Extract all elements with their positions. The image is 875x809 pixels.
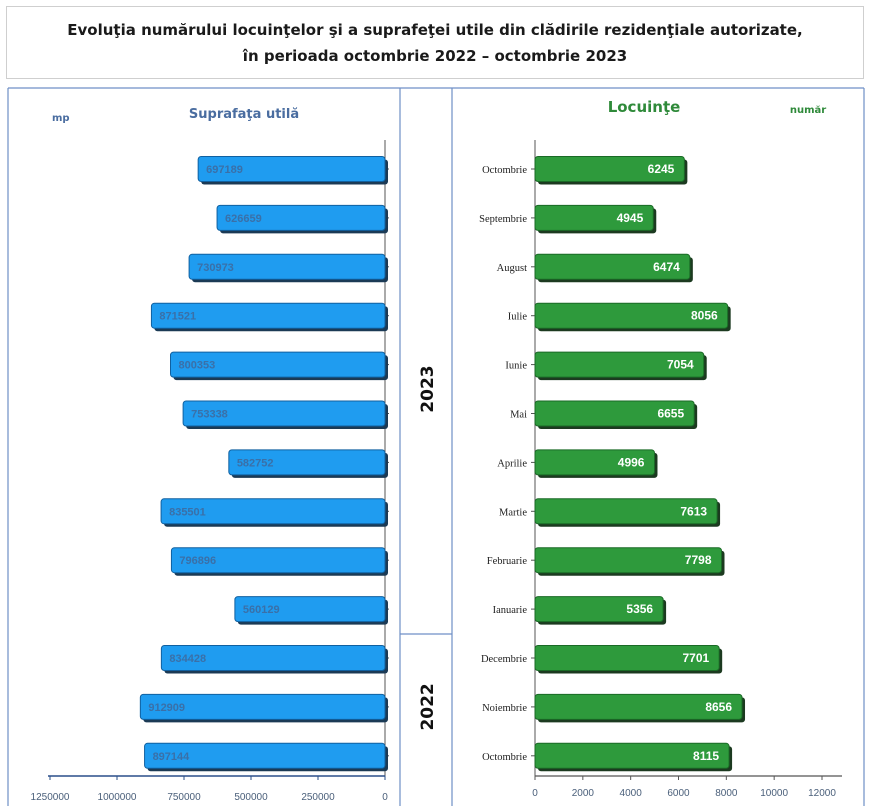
year-label-2023: 2023 [418,365,438,412]
right-bar [534,253,691,280]
right-x-tick-label: 12000 [808,788,836,799]
left-bar [216,204,386,231]
category-label: Noiembrie [482,703,527,714]
right-bar-value: 8056 [691,309,718,323]
right-x-tick-label: 2000 [572,788,595,799]
category-label: Martie [499,507,527,518]
right-x-tick-label: 4000 [620,788,643,799]
category-label: Septembrie [479,214,527,225]
right-bar [534,302,729,329]
right-bar [534,596,664,623]
category-label: Iulie [508,312,528,323]
right-bar-value: 7613 [680,504,707,518]
right-bar-value: 6245 [648,162,675,176]
right-bar [534,156,685,182]
left-bar [160,498,386,525]
right-bar-value: 6474 [653,260,680,274]
left-bar-value: 796896 [179,555,216,567]
right-x-tick-label: 6000 [667,788,690,799]
left-bar [197,156,386,182]
left-bar [170,351,386,378]
right-bar-value: 6655 [657,407,684,421]
left-bar-value: 582752 [237,457,274,469]
left-bar-value: 697189 [206,164,243,176]
left-bar-value: 560129 [243,604,280,616]
left-bar-value: 800353 [179,360,216,372]
left-bar-value: 834428 [169,653,206,665]
figure-title-line-1: Evoluţia numărului locuinţelor şi a supr… [67,20,803,39]
category-label: Octombrie [482,165,527,176]
left-bar [228,449,386,476]
left-bar-value: 753338 [191,409,228,421]
left-bar [234,596,386,623]
right-x-tick-label: 10000 [760,788,788,799]
right-bar-value: 7701 [682,651,709,665]
left-bar [139,693,386,720]
left-bar-value: 730973 [197,262,234,274]
figure-title: Evoluţia numărului locuinţelor şi a supr… [6,6,864,79]
right-x-tick-label: 8000 [715,788,738,799]
left-bar [150,302,386,329]
left-bar [188,253,386,280]
right-bar [534,693,743,720]
left-bar [182,400,386,427]
right-bar-value: 4945 [617,211,644,225]
right-bar [534,498,718,525]
left-x-tick-label: 750000 [167,792,201,803]
left-bar [160,645,386,671]
left-bar-value: 871521 [159,311,196,323]
left-bar-value: 912909 [148,702,185,714]
category-label: Iunie [505,361,527,372]
panel-frame [7,87,865,806]
left-bar-value: 626659 [225,213,262,225]
category-label: Mai [510,410,527,421]
right-bar [534,204,654,231]
category-label: Aprilie [497,458,527,469]
year-label-2022: 2022 [418,683,438,730]
right-bar-value: 8115 [693,749,719,763]
left-x-tick-label: 1250000 [31,792,70,803]
right-bar [534,645,720,671]
right-bar-value: 4996 [618,455,645,469]
right-panel-title: Locuinţe [608,98,681,116]
right-bar [534,351,705,378]
right-bar-value: 7798 [685,553,712,567]
category-label: Februarie [487,556,528,567]
category-label: Octombrie [482,752,527,763]
figure-title-line-2: în perioada octombrie 2022 – octombrie 2… [242,46,628,65]
left-x-tick-label: 500000 [234,792,268,803]
right-x-tick-label: 0 [532,788,538,799]
right-bar-value: 7054 [667,358,694,372]
right-bar [534,400,695,427]
right-bar [534,547,723,574]
left-bar [144,742,386,769]
left-panel-title: Suprafaţa utilă [189,107,299,122]
category-label: August [497,263,527,274]
left-x-tick-label: 1000000 [98,792,137,803]
right-bar [534,742,730,769]
left-bar-value: 835501 [169,506,206,518]
right-bar-value: 5356 [626,602,653,616]
left-unit-label: mp [52,113,70,124]
right-bar [534,449,655,476]
left-bar [170,547,386,574]
left-bar-value: 897144 [153,751,191,763]
right-unit-label: număr [790,105,826,116]
left-x-tick-label: 250000 [301,792,335,803]
right-bar-value: 8656 [705,700,732,714]
category-label: Decembrie [481,654,527,665]
left-x-tick-label: 0 [382,792,388,803]
category-label: Ianuarie [493,605,528,616]
